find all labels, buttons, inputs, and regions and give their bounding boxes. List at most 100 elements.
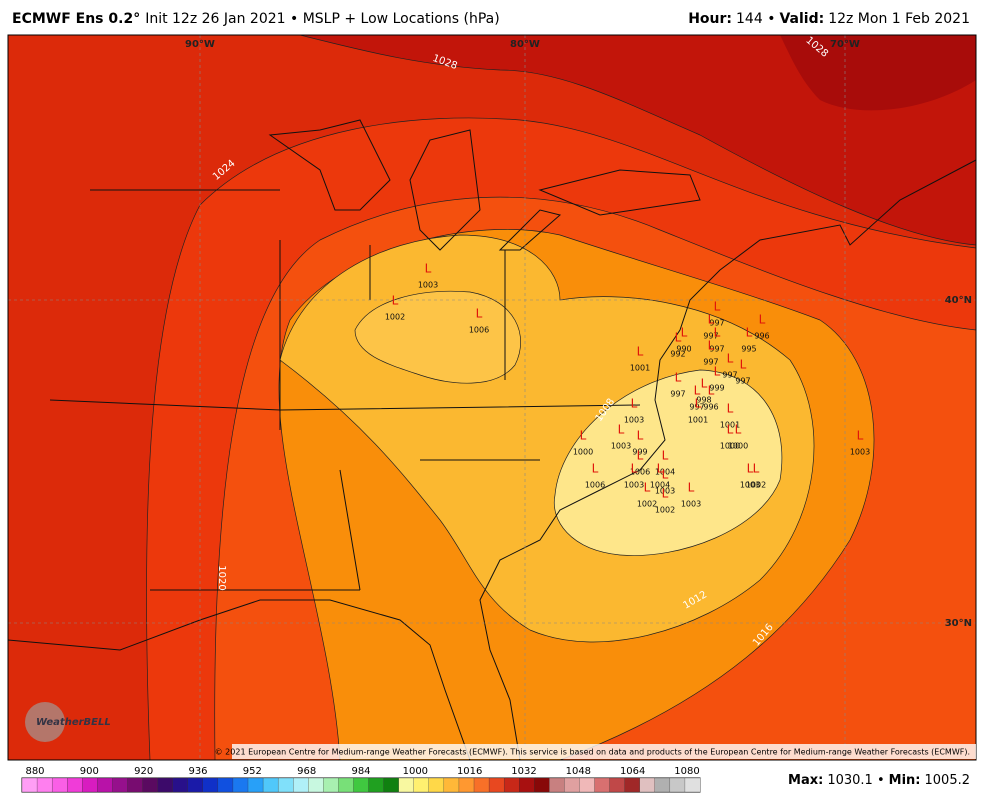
contour-label: 1020 (216, 565, 227, 590)
low-symbol: L (618, 423, 625, 437)
low-pressure: 998 (696, 396, 711, 405)
low-pressure: 997 (703, 358, 718, 367)
copyright-bg (232, 744, 976, 759)
low-pressure: 1000 (720, 442, 740, 451)
logo-text: WeatherBELL (36, 717, 111, 728)
low-symbol: L (857, 429, 864, 443)
colorbar-cell (503, 777, 520, 793)
init: Init 12z 26 Jan 2021 • MSLP + Low Locati… (145, 11, 500, 27)
colorbar-cell (247, 777, 264, 793)
valid: 12z Mon 1 Feb 2021 (828, 11, 970, 27)
low-pressure: 1004 (650, 481, 670, 490)
colorbar-tick-label: 984 (351, 766, 370, 777)
low-pressure: 1003 (850, 448, 870, 457)
low-pressure: 1000 (728, 442, 748, 451)
low-symbol: L (695, 397, 702, 411)
colorbar-cell (488, 777, 505, 793)
colorbar-tick-label: 880 (25, 766, 44, 777)
hour-label: Hour: (688, 11, 732, 27)
low-symbol: L (688, 481, 695, 495)
low-pressure: 990 (676, 345, 691, 354)
map-frame (7, 34, 977, 761)
low-symbol: L (662, 468, 669, 482)
low-pressure: 1006 (630, 468, 650, 477)
low-symbol: L (644, 481, 651, 495)
valid-label: Valid: (779, 11, 824, 27)
colorbar-cell (172, 777, 189, 793)
colorbar-tick-label: 968 (297, 766, 316, 777)
low-symbol: L (675, 331, 682, 345)
colorbar-tick-label: 1048 (566, 766, 591, 777)
longitude-label: 90°W (185, 39, 215, 50)
low-pressure: 992 (670, 350, 685, 359)
coastlines (8, 119, 976, 760)
low-symbol: L (675, 371, 682, 385)
low-pressure: 1006 (585, 481, 605, 490)
longitude-label: 70°W (830, 39, 860, 50)
header-right: Hour: 144 • Valid: 12z Mon 1 Feb 2021 (688, 11, 970, 27)
low-symbol: L (759, 313, 766, 327)
colorbar-cell (308, 777, 324, 793)
longitude-label: 80°W (510, 39, 540, 50)
model: ECMWF Ens 0.2° (12, 11, 140, 27)
colorbar-cell (202, 777, 219, 793)
low-symbol: L (708, 313, 715, 327)
low-symbol: L (662, 449, 669, 463)
colorbar-cell (428, 777, 445, 793)
low-pressure: 1000 (573, 448, 593, 457)
colorbar-tick-label: 900 (80, 766, 99, 777)
low-pressure: 1004 (655, 468, 675, 477)
low-pressure: 1003 (655, 487, 675, 496)
low-pressure: 997 (722, 371, 737, 380)
low-symbol: L (580, 429, 587, 443)
colorbar-cell (534, 777, 550, 793)
min: 1005.2 (925, 773, 971, 788)
colorbar-cell (82, 777, 98, 793)
low-symbol: L (735, 423, 742, 437)
low-symbol: L (727, 423, 734, 437)
colorbar-cell (639, 777, 656, 793)
low-symbol: L (694, 384, 701, 398)
colorbar-cell (142, 777, 159, 793)
colorbar-tick-label: 936 (188, 766, 207, 777)
low-symbol: L (740, 358, 747, 372)
min-label: Min: (889, 773, 921, 788)
low-symbol: L (637, 449, 644, 463)
low-pressure: 1003 (740, 481, 760, 490)
low-pressure: 999 (709, 384, 724, 393)
colorbar-cell (443, 777, 460, 793)
colorbar-cell (669, 777, 686, 793)
low-pressure: 997 (670, 390, 685, 399)
hour: 144 • (736, 11, 775, 27)
low-pressure: 997 (703, 332, 718, 341)
low-pressure: 996 (754, 332, 769, 341)
colorbar-tick-label: 1064 (620, 766, 645, 777)
colorbar-cell (624, 777, 641, 793)
colorbar-cell (293, 777, 309, 793)
colorbar-cell (654, 777, 671, 793)
low-symbol: L (662, 487, 669, 501)
colorbar-cell (323, 777, 339, 793)
colorbar-cell (368, 777, 385, 793)
colorbar-cell (519, 777, 535, 793)
colorbar-cell (67, 777, 83, 793)
low-symbol: L (425, 262, 432, 276)
low-symbol: L (746, 326, 753, 340)
header-left: ECMWF Ens 0.2° Init 12z 26 Jan 2021 • MSL… (12, 11, 500, 27)
colorbar-tick-label: 1000 (403, 766, 428, 777)
pressure-field (8, 35, 976, 760)
low-symbol: L (714, 300, 721, 314)
low-pressure: 1002 (655, 506, 675, 515)
colorbar-cell (473, 777, 490, 793)
low-pressure: 999 (632, 448, 647, 457)
footer: Max: 1030.1 • Min: 1005.2 (788, 773, 970, 788)
colorbar-cell (127, 777, 143, 793)
low-pressure: 1003 (681, 500, 701, 509)
colorbar-tick-label: 952 (243, 766, 262, 777)
colorbar-cell (458, 777, 475, 793)
colorbar-cell (217, 777, 234, 793)
colorbar-cell (21, 777, 38, 793)
colorbar-cell (684, 777, 701, 793)
